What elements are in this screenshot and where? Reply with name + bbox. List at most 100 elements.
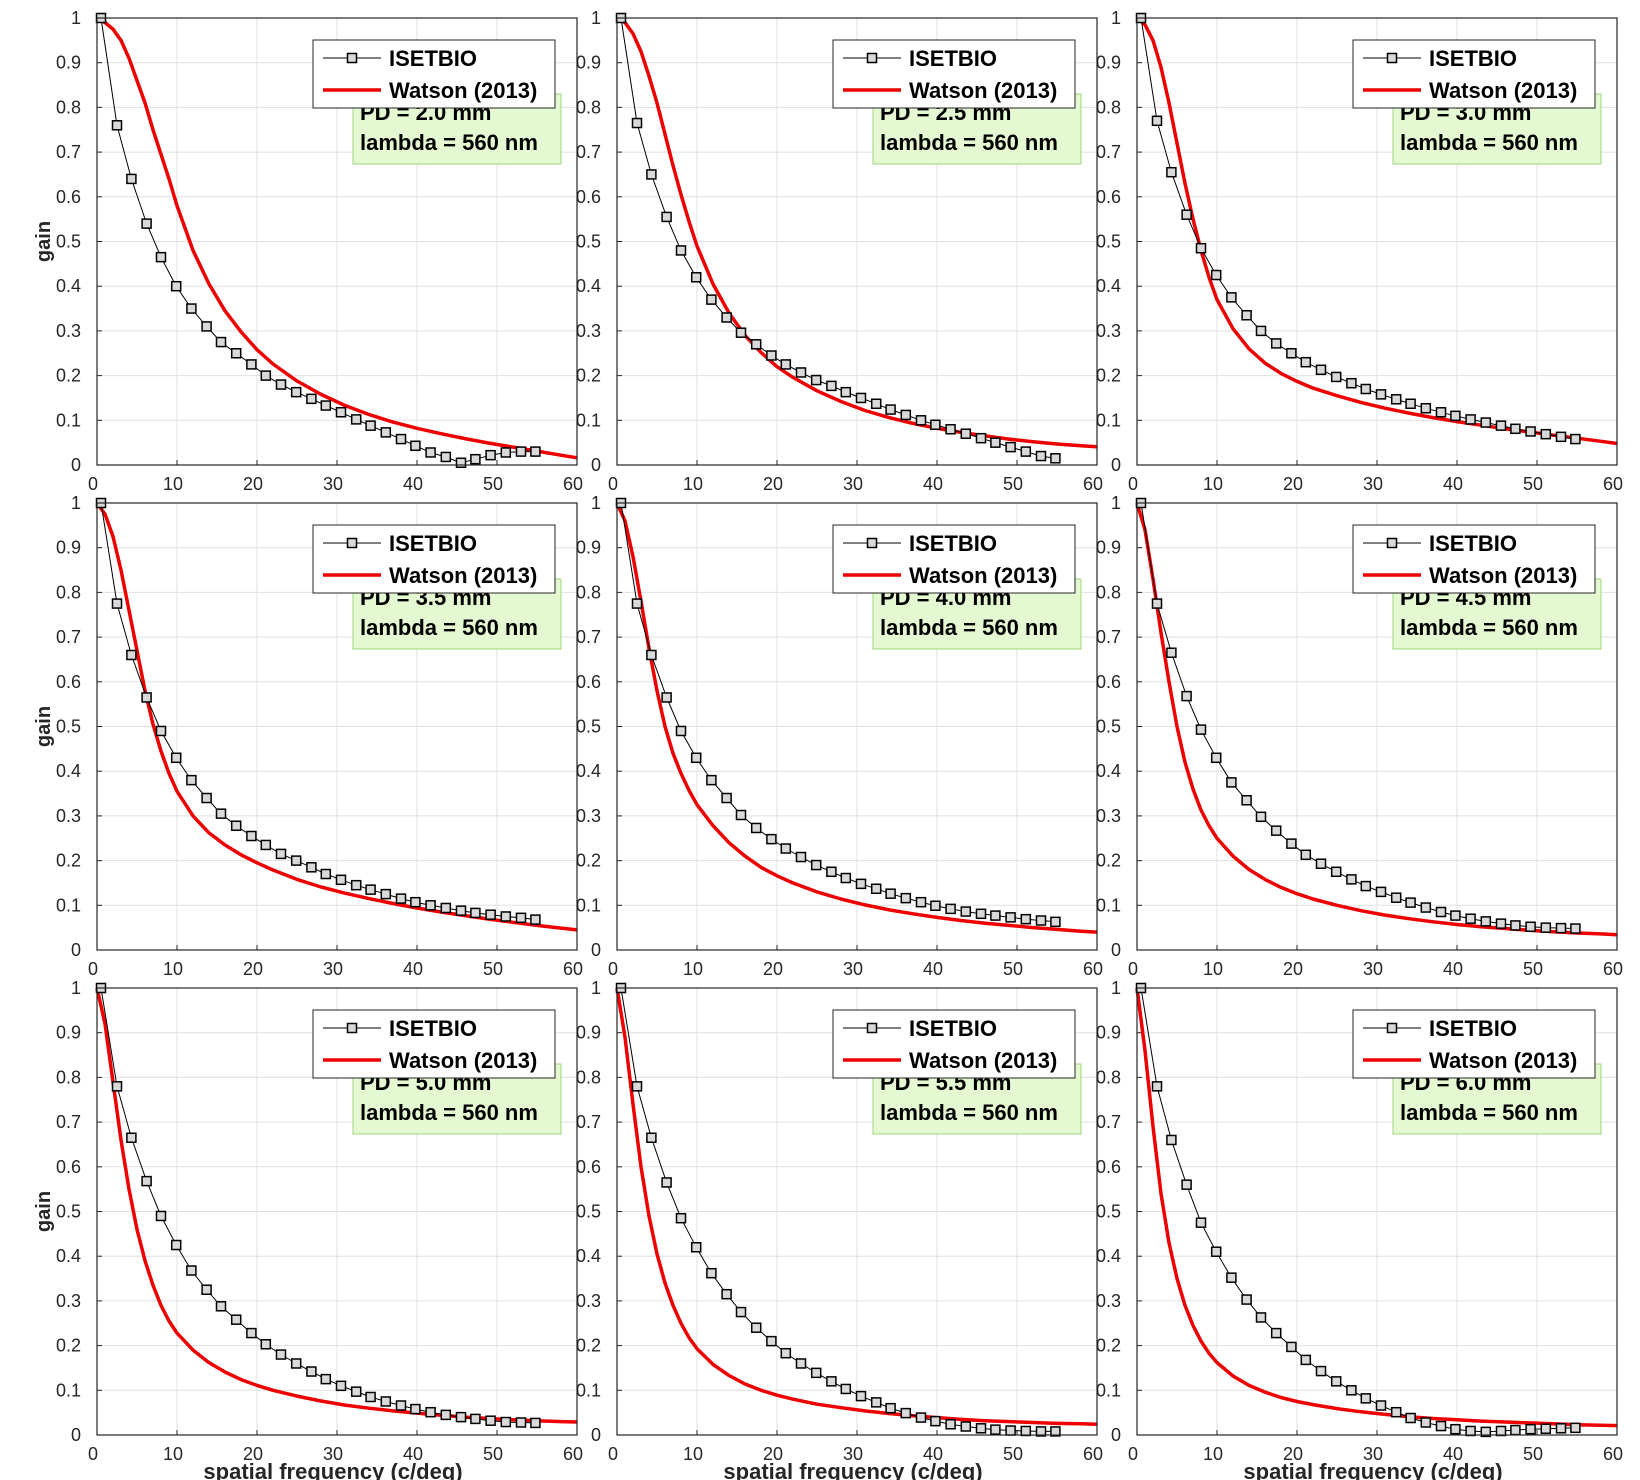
isetbio-data-point <box>706 774 717 786</box>
legend-isetbio-label: ISETBIO <box>909 46 997 71</box>
isetbio-data-point <box>780 843 792 854</box>
isetbio-data-point <box>1495 1425 1507 1437</box>
legend-isetbio-marker <box>1386 537 1398 549</box>
x-tick-label: 30 <box>843 1444 863 1464</box>
y-tick-label: 0.6 <box>56 1157 81 1177</box>
isetbio-data-point <box>186 303 197 314</box>
isetbio-data-point <box>1255 1312 1267 1323</box>
isetbio-data-point <box>1330 1376 1342 1387</box>
y-tick-label: 0 <box>591 1425 601 1445</box>
y-tick-label: 0.1 <box>576 410 601 430</box>
x-tick-label: 50 <box>1003 959 1023 979</box>
x-tick-label: 40 <box>923 474 943 494</box>
y-tick-label: 0.9 <box>1096 53 1121 73</box>
isetbio-data-point <box>1465 913 1476 924</box>
isetbio-data-point <box>1241 310 1252 321</box>
x-tick-label: 10 <box>1203 959 1223 979</box>
isetbio-data-point <box>425 1406 436 1418</box>
y-tick-label: 0.5 <box>1096 232 1121 252</box>
x-tick-label: 30 <box>1363 474 1383 494</box>
isetbio-data-point <box>721 792 732 804</box>
isetbio-data-point <box>810 374 822 386</box>
isetbio-data-point <box>530 914 541 925</box>
isetbio-data-point <box>1035 450 1047 462</box>
isetbio-data-point <box>750 822 762 834</box>
x-tick-label: 40 <box>403 474 423 494</box>
isetbio-data-point <box>795 367 807 378</box>
y-tick-label: 0.1 <box>1096 895 1121 915</box>
legend-isetbio-label: ISETBIO <box>389 1016 477 1041</box>
isetbio-data-point <box>306 393 317 405</box>
isetbio-data-point <box>170 280 182 292</box>
legend-isetbio-marker <box>346 537 358 549</box>
legend-box <box>832 524 1076 594</box>
y-tick-label: 1 <box>1111 8 1121 28</box>
isetbio-data-point <box>1241 795 1252 806</box>
y-tick-label: 0.5 <box>576 717 601 737</box>
isetbio-data-point <box>335 1380 347 1392</box>
x-tick-label: 20 <box>763 1444 783 1464</box>
isetbio-data-point <box>350 1386 362 1397</box>
isetbio-data-point <box>201 1284 212 1295</box>
isetbio-data-point <box>1020 1425 1032 1437</box>
isetbio-data-point <box>1315 858 1327 869</box>
isetbio-data-point <box>1420 402 1432 414</box>
isetbio-data-point <box>1005 912 1016 923</box>
y-tick-label: 0.5 <box>1096 717 1121 737</box>
isetbio-data-point <box>1330 866 1342 878</box>
annotation-wavelength: lambda = 560 nm <box>880 615 1058 640</box>
x-tick-label: 50 <box>483 474 503 494</box>
x-tick-label: 50 <box>1003 474 1023 494</box>
isetbio-data-point <box>395 893 407 904</box>
isetbio-data-point <box>1420 902 1432 913</box>
y-tick-label: 0.9 <box>56 1023 81 1043</box>
isetbio-data-point <box>1226 777 1237 788</box>
subplot-8: 0 10 20 30 40 50 60 0 0.1 0.2 0.3 0.4 0.5 0.6 0.7 0.8 0.… <box>576 978 1103 1480</box>
isetbio-data-point <box>945 423 956 435</box>
y-tick-label: 0.7 <box>576 627 601 647</box>
isetbio-data-point <box>1346 1385 1357 1396</box>
isetbio-data-point <box>1286 348 1297 359</box>
y-tick-label: 0.3 <box>1096 806 1121 826</box>
x-tick-label: 10 <box>163 1444 183 1464</box>
isetbio-data-point <box>500 911 512 922</box>
isetbio-data-point <box>1151 598 1163 609</box>
isetbio-data-point <box>215 1301 227 1312</box>
legend-isetbio-marker <box>1386 1022 1398 1034</box>
isetbio-data-point <box>960 1421 972 1432</box>
watson-series-line <box>1135 987 1618 1428</box>
isetbio-data-point <box>1151 1081 1163 1092</box>
x-tick-label: 40 <box>1443 959 1463 979</box>
isetbio-data-point <box>945 903 956 915</box>
isetbio-data-point <box>260 839 272 851</box>
y-tick-label: 0.4 <box>576 1246 601 1266</box>
isetbio-data-point <box>365 420 376 431</box>
isetbio-data-point <box>1525 921 1536 933</box>
isetbio-data-point <box>1555 1423 1567 1434</box>
y-tick-label: 0.8 <box>56 97 81 117</box>
isetbio-data-point <box>766 833 777 845</box>
isetbio-data-point <box>111 598 123 609</box>
isetbio-data-point <box>1375 1400 1387 1411</box>
isetbio-data-point <box>395 1400 407 1411</box>
isetbio-data-point <box>1005 441 1016 453</box>
legend-isetbio-label: ISETBIO <box>389 531 477 556</box>
isetbio-data-point <box>515 912 527 924</box>
y-tick-label: 1 <box>71 8 81 28</box>
y-tick-label: 0.6 <box>576 672 601 692</box>
isetbio-data-point <box>470 1413 481 1425</box>
y-tick-label: 0.5 <box>56 1202 81 1222</box>
axes-frame <box>96 987 578 1436</box>
subplot-2: 0 10 20 30 40 50 60 0 0.1 0.2 0.3 0.4 0.5 0.6 0.7 0.8 0.… <box>576 8 1103 494</box>
legend-isetbio-label: ISETBIO <box>1429 46 1517 71</box>
x-tick-label: 60 <box>563 959 583 979</box>
isetbio-data-point <box>470 907 481 919</box>
isetbio-data-point <box>930 900 941 911</box>
isetbio-data-point <box>155 251 167 263</box>
y-tick-label: 0.2 <box>56 1336 81 1356</box>
y-tick-label: 0.9 <box>56 538 81 558</box>
x-tick-label: 0 <box>608 474 618 494</box>
y-tick-label: 0.2 <box>56 366 81 386</box>
subplot-7: 0 10 20 30 40 50 60 0 0.1 0.2 0.3 0.4 0.5 0.6 0.7 0.8 0.… <box>33 978 583 1480</box>
